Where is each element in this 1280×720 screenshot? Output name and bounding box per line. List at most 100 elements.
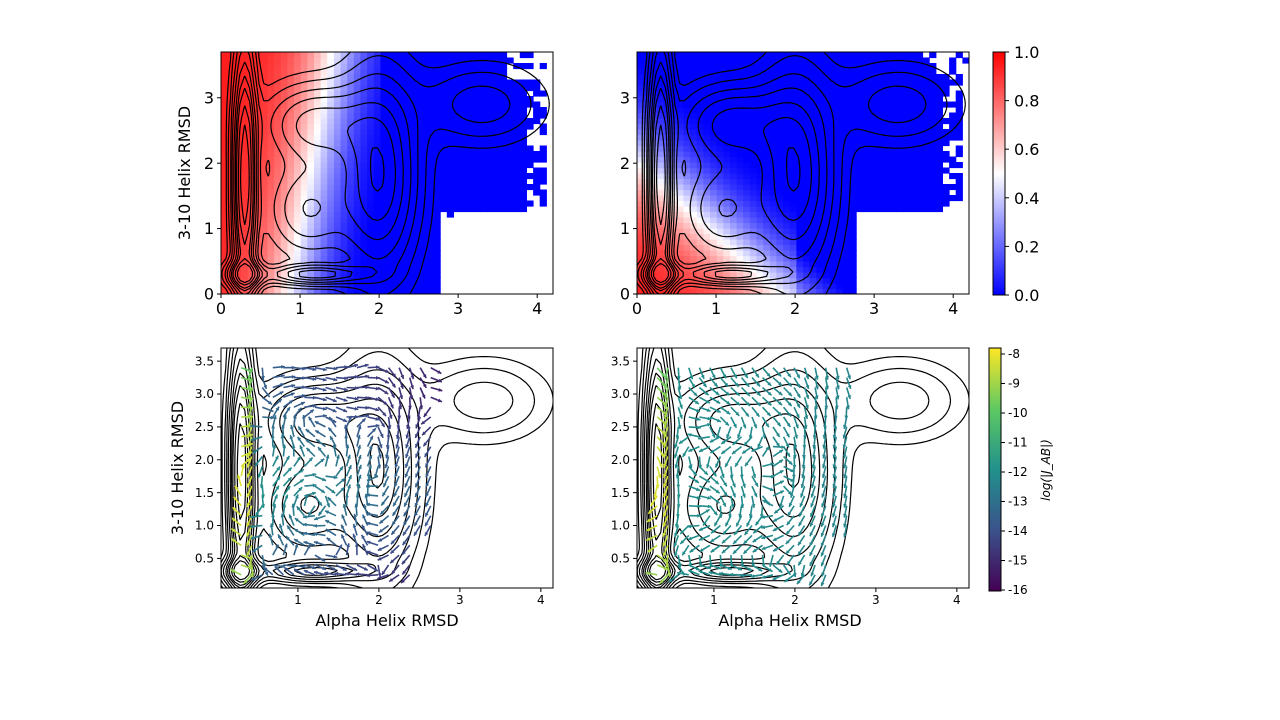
heatmap-cell — [750, 239, 757, 245]
heatmap-cell — [447, 124, 454, 130]
heatmap-cell — [526, 124, 533, 130]
heatmap-cell — [730, 228, 737, 234]
heatmap-cell — [836, 184, 843, 190]
heatmap-cell — [876, 201, 883, 207]
heatmap-cell — [903, 179, 910, 185]
heatmap-cell — [903, 63, 910, 69]
heatmap-cell — [863, 173, 870, 179]
heatmap-cell — [850, 256, 857, 262]
heatmap-cell — [327, 217, 334, 223]
heatmap-cell — [737, 102, 744, 108]
heatmap-cell — [268, 201, 275, 207]
heatmap-cell — [816, 124, 823, 130]
heatmap-cell — [850, 272, 857, 278]
heatmap-cell — [929, 129, 936, 135]
heatmap-cell — [757, 190, 764, 196]
heatmap-cell — [301, 118, 308, 124]
heatmap-cell — [776, 173, 783, 179]
heatmap-cell — [467, 102, 474, 108]
heatmap-cell — [723, 63, 730, 69]
heatmap-cell — [460, 190, 467, 196]
heatmap-cell — [923, 135, 930, 141]
heatmap-cell — [763, 245, 770, 251]
heatmap-cell — [307, 245, 314, 251]
heatmap-cell — [473, 118, 480, 124]
heatmap-cell — [380, 206, 387, 212]
y-tick-label: 0 — [620, 285, 630, 304]
heatmap-cell — [703, 250, 710, 256]
heatmap-cell — [221, 140, 228, 146]
heatmap-cell — [803, 63, 810, 69]
heatmap-cell — [876, 157, 883, 163]
heatmap-cell — [221, 129, 228, 135]
heatmap-cell — [796, 113, 803, 119]
heatmap-cell — [480, 63, 487, 69]
heatmap-cell — [936, 173, 943, 179]
heatmap-cell — [321, 217, 328, 223]
heatmap-cell — [743, 91, 750, 97]
heatmap-cell — [909, 140, 916, 146]
heatmap-cell — [473, 69, 480, 75]
heatmap-cell — [540, 168, 547, 174]
heatmap-cell — [896, 151, 903, 157]
heatmap-cell — [637, 179, 644, 185]
heatmap-cell — [703, 206, 710, 212]
heatmap-cell — [743, 129, 750, 135]
heatmap-cell — [480, 113, 487, 119]
heatmap-cell — [717, 239, 724, 245]
heatmap-cell — [869, 190, 876, 196]
heatmap-cell — [341, 217, 348, 223]
heatmap-cell — [723, 151, 730, 157]
heatmap-cell — [447, 85, 454, 91]
heatmap-cell — [513, 107, 520, 113]
heatmap-cell — [407, 74, 414, 80]
heatmap-cell — [909, 80, 916, 86]
heatmap-cell — [783, 261, 790, 267]
heatmap-cell — [730, 250, 737, 256]
heatmap-cell — [876, 102, 883, 108]
heatmap-cell — [274, 256, 281, 262]
heatmap-cell — [703, 168, 710, 174]
heatmap-cell — [360, 179, 367, 185]
heatmap-cell — [321, 184, 328, 190]
heatmap-cell — [723, 239, 730, 245]
heatmap-cell — [923, 58, 930, 64]
heatmap-cell — [823, 140, 830, 146]
heatmap-cell — [830, 173, 837, 179]
heatmap-cell — [434, 113, 441, 119]
heatmap-cell — [374, 52, 381, 58]
heatmap-cell — [710, 239, 717, 245]
heatmap-cell — [327, 206, 334, 212]
heatmap-cell — [374, 245, 381, 251]
heatmap-cell — [334, 162, 341, 168]
heatmap-cell — [896, 107, 903, 113]
heatmap-cell — [803, 162, 810, 168]
heatmap-cell — [796, 63, 803, 69]
heatmap-cell — [274, 129, 281, 135]
heatmap-cell — [637, 80, 644, 86]
heatmap-cell — [221, 52, 228, 58]
heatmap-cell — [876, 80, 883, 86]
heatmap-cell — [743, 80, 750, 86]
heatmap-cell — [526, 162, 533, 168]
heatmap-cell — [453, 118, 460, 124]
heatmap-cell — [863, 157, 870, 163]
heatmap-cell — [327, 223, 334, 229]
heatmap-cell — [493, 195, 500, 201]
panel-bottom-right: 1 2 3 40.51.01.52.02.53.03.5 Alpha Helix RM… — [611, 348, 969, 630]
heatmap-cell — [896, 201, 903, 207]
heatmap-cell — [274, 173, 281, 179]
heatmap-cell — [783, 80, 790, 86]
heatmap-cell — [730, 124, 737, 130]
heatmap-cell — [929, 135, 936, 141]
heatmap-cell — [261, 190, 268, 196]
heatmap-cell — [637, 173, 644, 179]
heatmap-cell — [889, 151, 896, 157]
heatmap-cell — [301, 151, 308, 157]
heatmap-cell — [790, 91, 797, 97]
heatmap-cell — [909, 113, 916, 119]
heatmap-cell — [923, 157, 930, 163]
heatmap-cell — [387, 118, 394, 124]
heatmap-cell — [723, 135, 730, 141]
